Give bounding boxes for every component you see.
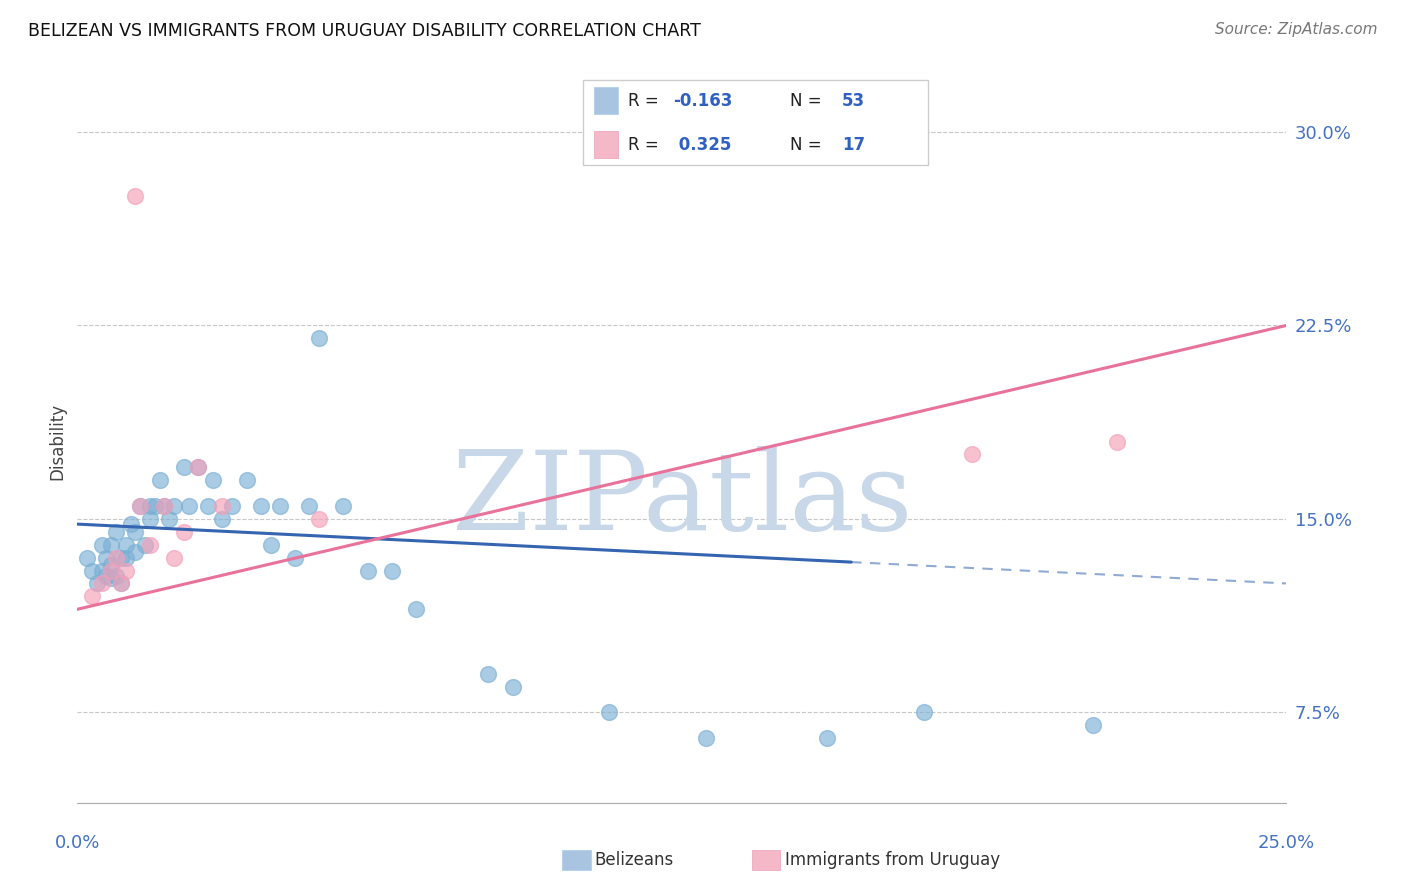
Point xyxy=(110,550,132,565)
Point xyxy=(177,499,200,513)
Point xyxy=(124,545,146,559)
Text: 25.0%: 25.0% xyxy=(1258,834,1315,852)
Point xyxy=(129,499,152,513)
Point xyxy=(148,473,170,487)
Point xyxy=(124,189,146,203)
Point xyxy=(139,512,162,526)
Text: BELIZEAN VS IMMIGRANTS FROM URUGUAY DISABILITY CORRELATION CHART: BELIZEAN VS IMMIGRANTS FROM URUGUAY DISA… xyxy=(28,22,702,40)
Point xyxy=(211,512,233,526)
Point xyxy=(134,538,156,552)
Text: 17: 17 xyxy=(842,136,865,153)
Point xyxy=(80,590,103,604)
Point xyxy=(695,731,717,746)
Point xyxy=(139,499,162,513)
FancyBboxPatch shape xyxy=(583,80,928,165)
Text: 0.0%: 0.0% xyxy=(55,834,100,852)
Point xyxy=(269,499,291,513)
Point xyxy=(110,576,132,591)
Point xyxy=(284,550,307,565)
Point xyxy=(114,538,136,552)
Point xyxy=(90,576,112,591)
Point xyxy=(120,517,142,532)
Point xyxy=(197,499,219,513)
Point xyxy=(187,460,209,475)
Point xyxy=(105,524,128,539)
Text: N =: N = xyxy=(790,136,827,153)
Point xyxy=(80,564,103,578)
Point xyxy=(1107,434,1129,449)
Bar xyxy=(593,87,619,114)
Point xyxy=(308,512,330,526)
Point xyxy=(143,499,166,513)
Point xyxy=(100,571,122,585)
Point xyxy=(187,460,209,475)
Point xyxy=(356,564,378,578)
Text: R =: R = xyxy=(628,92,664,110)
Point xyxy=(960,447,983,461)
Point xyxy=(105,568,128,582)
Point xyxy=(1081,718,1104,732)
Y-axis label: Disability: Disability xyxy=(48,403,66,480)
Text: 53: 53 xyxy=(842,92,865,110)
Point xyxy=(598,706,620,720)
Point xyxy=(90,564,112,578)
Point xyxy=(90,538,112,552)
Point xyxy=(502,680,524,694)
Text: Source: ZipAtlas.com: Source: ZipAtlas.com xyxy=(1215,22,1378,37)
Text: Immigrants from Uruguay: Immigrants from Uruguay xyxy=(785,851,1000,869)
Point xyxy=(173,524,195,539)
Point xyxy=(100,538,122,552)
Text: N =: N = xyxy=(790,92,827,110)
Point xyxy=(332,499,354,513)
Point xyxy=(201,473,224,487)
Text: Belizeans: Belizeans xyxy=(595,851,673,869)
Point xyxy=(221,499,243,513)
Point xyxy=(100,558,122,573)
Point xyxy=(260,538,283,552)
Point xyxy=(114,550,136,565)
Point xyxy=(163,550,186,565)
Point xyxy=(173,460,195,475)
Point xyxy=(163,499,186,513)
Point xyxy=(153,499,176,513)
Point xyxy=(139,538,162,552)
Point xyxy=(298,499,321,513)
Point xyxy=(477,666,499,681)
Point xyxy=(405,602,427,616)
Point xyxy=(815,731,838,746)
Text: R =: R = xyxy=(628,136,664,153)
Point xyxy=(235,473,257,487)
Point xyxy=(250,499,273,513)
Point xyxy=(912,706,935,720)
Point xyxy=(157,512,180,526)
Point xyxy=(76,550,98,565)
Point xyxy=(105,550,128,565)
Point xyxy=(114,564,136,578)
Point xyxy=(110,576,132,591)
Point xyxy=(124,524,146,539)
Point xyxy=(211,499,233,513)
Point xyxy=(381,564,404,578)
Text: -0.163: -0.163 xyxy=(673,92,733,110)
Point xyxy=(96,568,118,582)
Text: ZIPatlas: ZIPatlas xyxy=(451,446,912,553)
Point xyxy=(86,576,108,591)
Point xyxy=(308,331,330,345)
Point xyxy=(96,550,118,565)
Point xyxy=(129,499,152,513)
Point xyxy=(153,499,176,513)
Point xyxy=(100,564,122,578)
Bar xyxy=(593,131,619,158)
Text: 0.325: 0.325 xyxy=(673,136,731,153)
